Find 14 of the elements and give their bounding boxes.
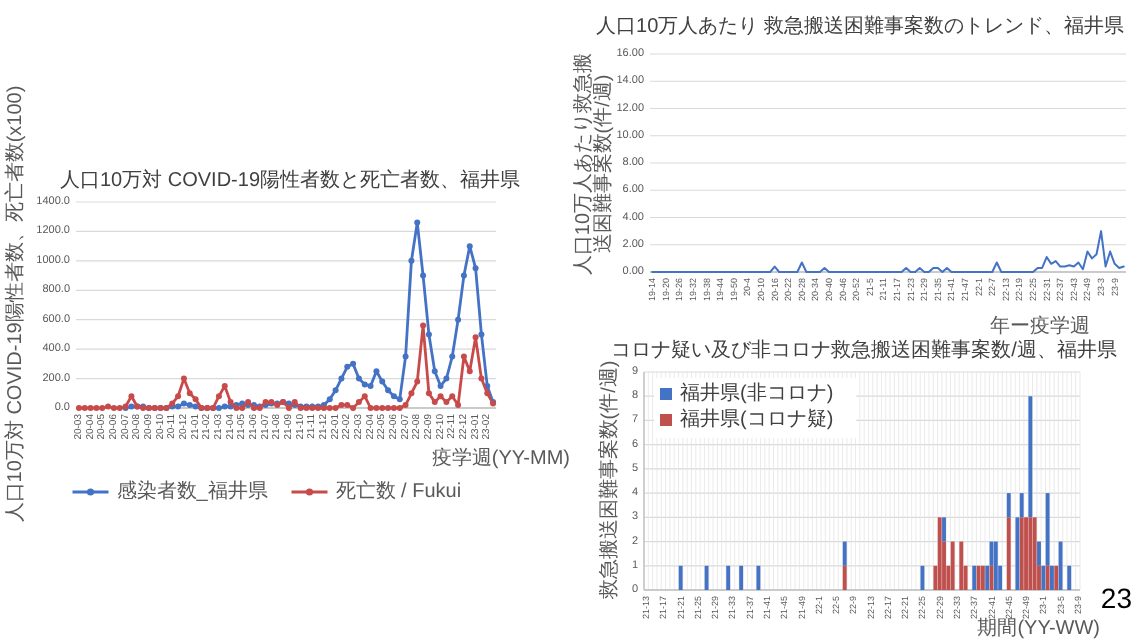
chart-title: 人口10万対 COVID-19陽性者数と死亡者数、福井県 — [59, 168, 521, 192]
x-axis-title: 年ー疫学週 — [990, 314, 1090, 338]
chart-title: コロナ疑い及び非コロナ救急搬送困難事案数/週、福井県 — [611, 338, 1117, 362]
legend-label: 福井県(非コロナ) — [680, 381, 834, 405]
legend-label: 感染者数_福井県 — [116, 479, 268, 503]
x-axis-title: 疫学週(YY-MM) — [431, 446, 570, 470]
y-axis-title: 救急搬送困難事案数(件/週) — [597, 360, 621, 602]
y-axis-title: 人口10万人あたり救急搬送困難事案数(件/週) — [571, 52, 615, 276]
legend-label: 福井県(コロナ疑) — [680, 407, 834, 431]
legend-label: 死亡数 / Fukui — [335, 479, 462, 503]
y-axis-title: 人口10万対 COVID-19陽性者数、死亡者数(x100) — [3, 85, 27, 523]
line-series — [651, 230, 1125, 273]
text: 23 — [1100, 582, 1133, 614]
chart-title: 人口10万人あたり 救急搬送困難事案数のトレンド、福井県 — [596, 14, 1124, 38]
